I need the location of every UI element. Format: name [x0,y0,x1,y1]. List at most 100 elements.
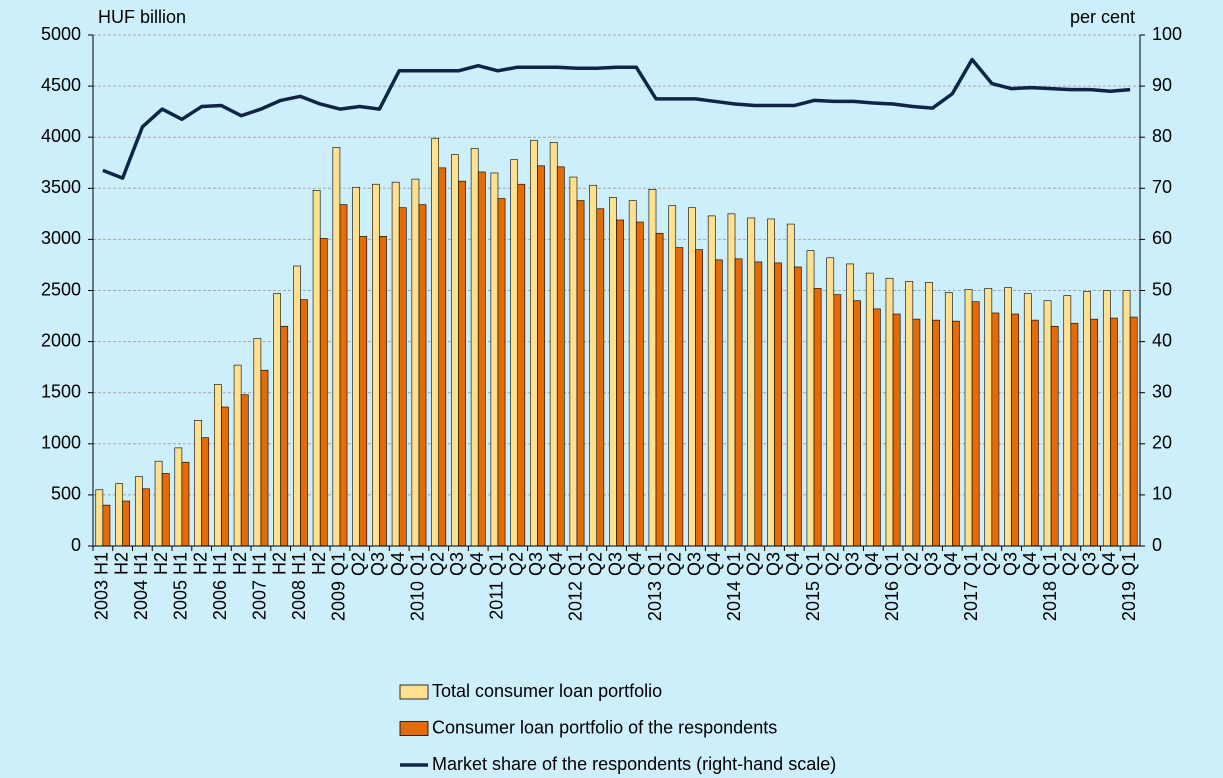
legend-label: Total consumer loan portfolio [432,681,662,701]
bar [1050,325,1059,547]
y2-tick-label: 0 [1152,535,1162,555]
x-tick-label: Q4 [467,552,487,576]
bar [774,262,782,547]
x-tick-label: Q2 [427,552,447,576]
x-tick-label: 2008 H1 [289,552,309,620]
x-tick-label: Q2 [506,552,526,576]
x-tick-label: H2 [190,552,210,575]
x-tick-label: Q4 [704,552,724,576]
bar [379,236,387,547]
bar [411,178,420,547]
y-tick-label: 2500 [41,279,81,299]
x-tick-label: Q4 [862,552,882,576]
bar [964,289,973,547]
bar [727,213,736,547]
bar [1043,300,1052,547]
bar [865,272,874,547]
x-tick-label: 2015 Q1 [803,552,823,621]
y-tick-label: 0 [71,535,81,555]
x-tick-label: Q3 [1000,552,1020,576]
bar [853,300,861,547]
y2-tick-label: 20 [1152,433,1172,453]
bar [675,247,684,547]
x-tick-label: Q2 [585,552,605,576]
x-tick-label: Q3 [605,552,625,576]
bar [556,166,565,547]
bar [912,318,921,547]
y2-tick-label: 100 [1152,24,1182,44]
bar [102,504,111,547]
bar [695,249,703,547]
y-axis-title: HUF billion [98,7,186,27]
bar [1102,290,1111,547]
bar [971,301,980,547]
legend-swatch [399,721,429,736]
bar [451,154,459,547]
y2-tick-label: 10 [1152,484,1172,504]
bar [293,265,301,547]
y2-tick-label: 60 [1152,228,1172,248]
bar [122,500,131,547]
legend-label: Consumer loan portfolio of the responden… [432,717,777,737]
bar [1063,295,1072,547]
bar [1011,313,1020,547]
bar [905,281,914,547]
x-tick-label: 2012 Q1 [566,552,586,621]
bar [813,288,822,547]
bar [530,139,538,547]
bar [1122,290,1131,547]
bar [273,293,281,547]
y-tick-label: 3500 [41,177,81,197]
bar [786,223,795,547]
bar [984,288,993,547]
bar [609,197,617,547]
bar [300,299,308,547]
bar [1004,287,1012,547]
bar [1031,319,1039,547]
bar [1090,318,1099,547]
x-tick-label: 2005 H1 [171,552,191,620]
y2-tick-label: 50 [1152,279,1172,299]
x-tick-label: Q4 [1099,552,1119,576]
bar [616,219,624,547]
bar [873,308,881,547]
bar [707,215,716,547]
bar [233,364,242,547]
bar [826,257,835,547]
bar [359,236,368,547]
bar [438,167,447,547]
bar [312,190,321,547]
x-tick-label: Q2 [665,552,685,576]
bar [991,312,1000,547]
y-tick-label: 3000 [41,228,81,248]
bar [635,221,644,547]
y-tick-label: 4500 [41,75,81,95]
bar [280,325,289,547]
bar [549,142,558,547]
bar [458,180,466,547]
x-tick-label: Q4 [388,552,408,576]
x-tick-label: 2010 Q1 [408,552,428,621]
bar [537,165,545,547]
line [102,57,1131,180]
bar [668,205,677,547]
bar [589,184,598,547]
x-tick-label: 2017 Q1 [961,552,981,621]
bar [253,338,262,547]
y2-tick-label: 70 [1152,177,1172,197]
bar [391,181,400,547]
bar [806,250,815,547]
x-tick-label: Q2 [823,552,843,576]
x-tick-label: H2 [151,552,171,575]
bar [1129,316,1138,547]
x-tick-label: H2 [269,552,289,575]
y-tick-label: 1500 [41,381,81,401]
x-tick-label: Q3 [1079,552,1099,576]
x-tick-label: 2007 H1 [250,552,270,620]
bar [490,172,499,547]
bar [181,461,190,547]
y-tick-label: 4000 [41,126,81,146]
bar [161,473,170,547]
bar [174,447,183,547]
